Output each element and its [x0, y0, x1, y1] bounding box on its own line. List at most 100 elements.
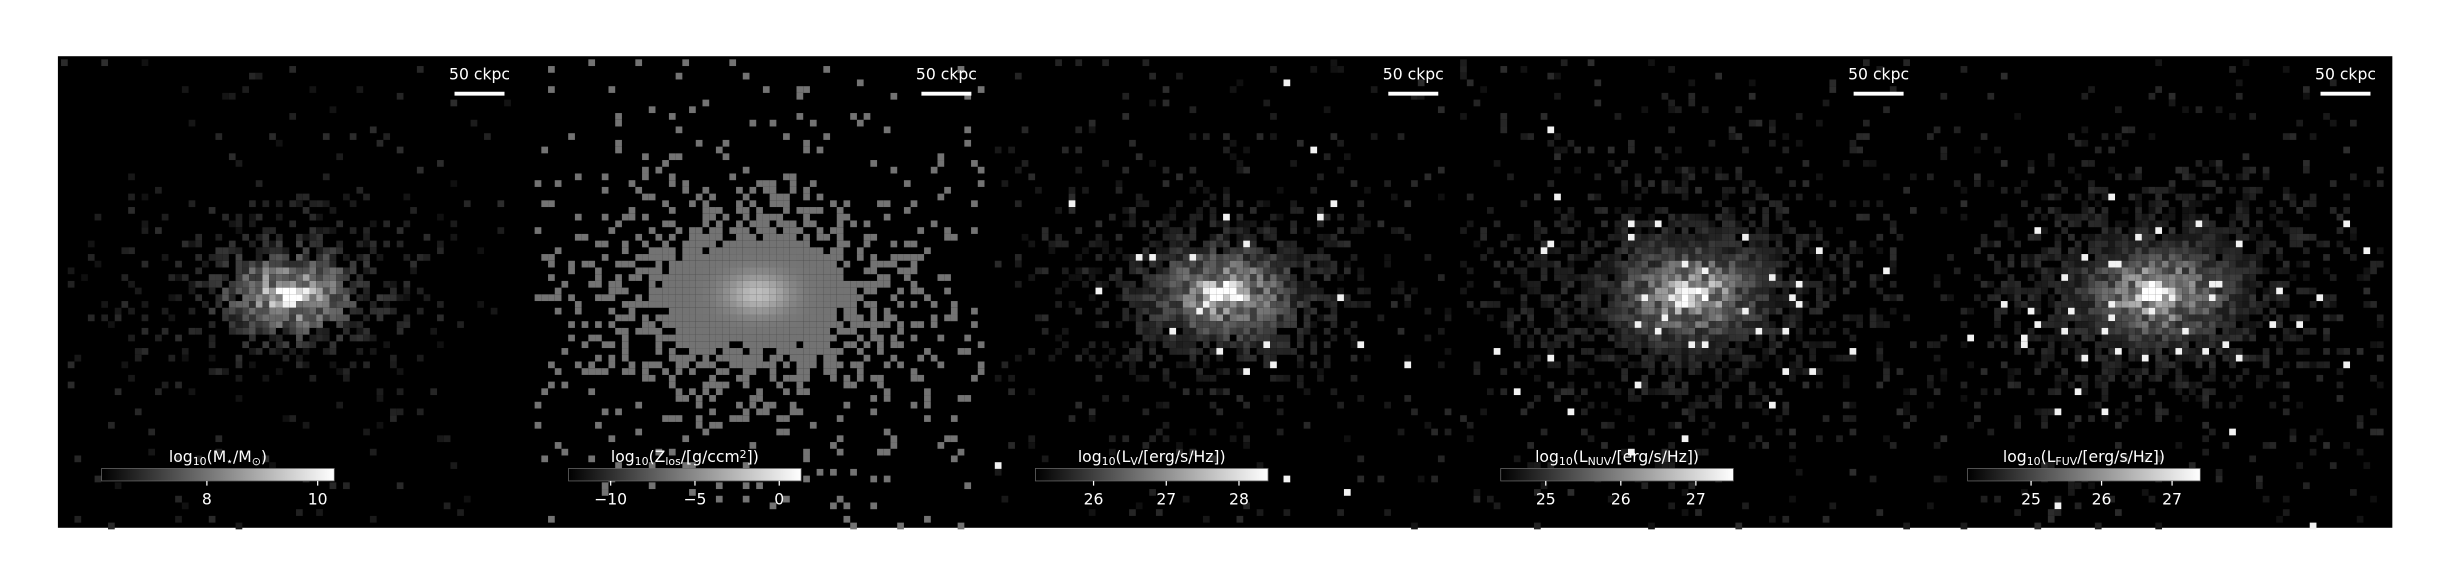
pixel: [309, 200, 317, 208]
pixel: [1695, 287, 1702, 295]
pixel: [383, 280, 391, 288]
pixel: [877, 381, 884, 389]
pixel: [1728, 186, 1736, 194]
pixel: [541, 294, 549, 302]
pixel: [188, 119, 196, 127]
pixel: [1735, 307, 1743, 315]
pixel: [2108, 254, 2116, 261]
pixel: [1263, 314, 1271, 322]
pixel: [383, 133, 391, 140]
pixel: [497, 200, 505, 208]
pixel: [1869, 307, 1877, 315]
pixel: [2168, 361, 2176, 369]
pixel: [1862, 133, 1870, 140]
pixel: [709, 240, 716, 248]
pixel: [1742, 307, 1749, 315]
pixel: [655, 254, 663, 261]
pixel: [1795, 193, 1803, 201]
pixel: [1223, 146, 1230, 154]
pixel: [1674, 307, 1682, 315]
pixel: [668, 348, 676, 355]
pixel: [1627, 287, 1635, 295]
pixel: [2068, 341, 2075, 349]
pixel: [850, 280, 857, 288]
pixel: [2209, 334, 2216, 342]
pixel: [856, 280, 864, 288]
pixel: [1290, 280, 1297, 288]
pixel: [490, 307, 498, 315]
pixel: [823, 133, 831, 140]
pixel: [2162, 267, 2169, 275]
pixel: [668, 374, 676, 382]
pixel: [376, 294, 384, 302]
pixel: [1189, 213, 1197, 221]
pixel: [957, 348, 965, 355]
pixel: [2276, 247, 2283, 255]
pixel: [228, 314, 236, 322]
pixel: [2121, 334, 2129, 342]
pixel: [2061, 314, 2069, 322]
pixel: [2155, 301, 2163, 308]
pixel: [870, 327, 878, 335]
pixel: [1641, 254, 1649, 261]
pixel: [2088, 321, 2095, 328]
pixel: [1296, 247, 1304, 255]
pixel: [1236, 395, 1244, 402]
pixel: [1876, 354, 1884, 362]
pixel: [1695, 448, 1702, 456]
pixel: [1809, 280, 1816, 288]
pixel: [228, 220, 236, 228]
pixel: [1061, 240, 1069, 248]
pixel: [1249, 307, 1257, 315]
pixel: [1735, 227, 1743, 234]
pixel: [2135, 220, 2142, 228]
pixel: [1216, 388, 1224, 396]
pixel: [2235, 374, 2243, 382]
pixel: [2148, 314, 2156, 322]
pixel: [363, 260, 370, 268]
pixel: [2115, 334, 2122, 342]
pixel: [1668, 126, 1675, 134]
pixel: [1681, 294, 1689, 302]
pixel: [2222, 227, 2230, 234]
pixel: [1162, 233, 1170, 241]
pixel: [269, 462, 276, 469]
pixel: [642, 166, 649, 174]
pixel: [363, 193, 370, 201]
pixel: [1654, 233, 1662, 241]
pixel: [1762, 354, 1769, 362]
pixel: [561, 348, 569, 355]
pixel: [1661, 260, 1669, 268]
pixel: [1243, 220, 1250, 228]
pixel: [1822, 327, 1830, 335]
pixel: [1715, 240, 1722, 248]
pixel: [269, 294, 276, 302]
pixel: [2249, 233, 2257, 241]
pixel: [2061, 260, 2069, 268]
pixel: [2081, 200, 2089, 208]
pixel: [1021, 233, 1029, 241]
pixel: [668, 448, 676, 456]
pixel: [215, 254, 223, 261]
pixel: [1974, 146, 1981, 154]
pixel: [1102, 341, 1109, 349]
pixel: [2115, 361, 2122, 369]
pixel: [1721, 267, 1729, 275]
pixel: [628, 301, 636, 308]
pixel: [2068, 307, 2075, 315]
pixel: [2128, 321, 2136, 328]
pixel: [924, 515, 931, 523]
pixel: [2135, 274, 2142, 281]
pixel: [1202, 274, 1210, 281]
pixel: [1162, 334, 1170, 342]
pixel: [1634, 287, 1642, 295]
pixel: [836, 233, 844, 241]
pixel: [769, 327, 777, 335]
pixel: [1842, 381, 1850, 389]
pixel: [937, 153, 945, 161]
pixel: [1668, 280, 1675, 288]
pixel: [1775, 428, 1783, 436]
pixel: [2074, 321, 2082, 328]
pixel: [1323, 327, 1331, 335]
label-part: (L: [1116, 448, 1131, 466]
